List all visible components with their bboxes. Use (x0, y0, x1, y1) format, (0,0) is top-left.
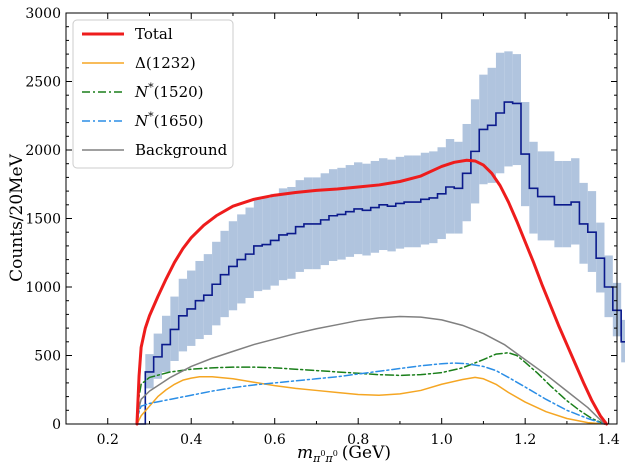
error-band-bin (245, 207, 254, 298)
plot-area (135, 51, 625, 426)
legend-label-delta-1232: Δ(1232) (135, 54, 196, 72)
x-tick-label: 1.4 (598, 432, 620, 448)
legend-label-background: Background (135, 141, 228, 159)
x-tick-label: 1.0 (431, 432, 453, 448)
legend-frame (72, 19, 234, 169)
series-n-1520 (136, 352, 606, 425)
series-total (135, 158, 609, 426)
ticks-layer: 0.2 0.4 0.6 0.8 1.0 1.2 1.4 0 500 1000 1500 2000 250… (25, 6, 620, 448)
x-tick-label: 0.4 (180, 432, 202, 448)
x-tick-label: 0.6 (264, 432, 286, 448)
histogram-layer (136, 101, 625, 425)
x-tick-label: 0.8 (347, 432, 369, 448)
series-background (136, 315, 606, 425)
error-band-bin (504, 51, 513, 167)
data-histogram-line (136, 101, 625, 425)
x-tick-label: 1.2 (514, 432, 536, 448)
y-tick-label: 2500 (25, 75, 61, 91)
legend-label-total: Total (135, 25, 173, 43)
y-tick-label: 0 (52, 417, 61, 433)
y-tick-label: 2000 (25, 143, 61, 159)
y-tick-label: 3000 (25, 6, 61, 22)
series-n-1650 (136, 362, 606, 425)
y-axis-label: Counts/20MeV (7, 153, 27, 282)
legend-label-n1650: N*(1650) (134, 110, 204, 130)
y-tick-label: 1500 (25, 212, 61, 228)
curve-layer (135, 158, 609, 426)
error-band-bin (512, 54, 521, 166)
y-tick-label: 1000 (25, 280, 61, 296)
y-tick-label: 500 (34, 349, 61, 365)
legend-label-n1520: N*(1520) (134, 81, 204, 101)
x-axis-label: mπ0π0 (GeV) (297, 443, 391, 465)
series-1232 (136, 375, 606, 425)
legend: Total Δ(1232) N*(1520) N*(1650) Backgrou… (72, 19, 234, 169)
x-tick-label: 0.2 (97, 432, 119, 448)
